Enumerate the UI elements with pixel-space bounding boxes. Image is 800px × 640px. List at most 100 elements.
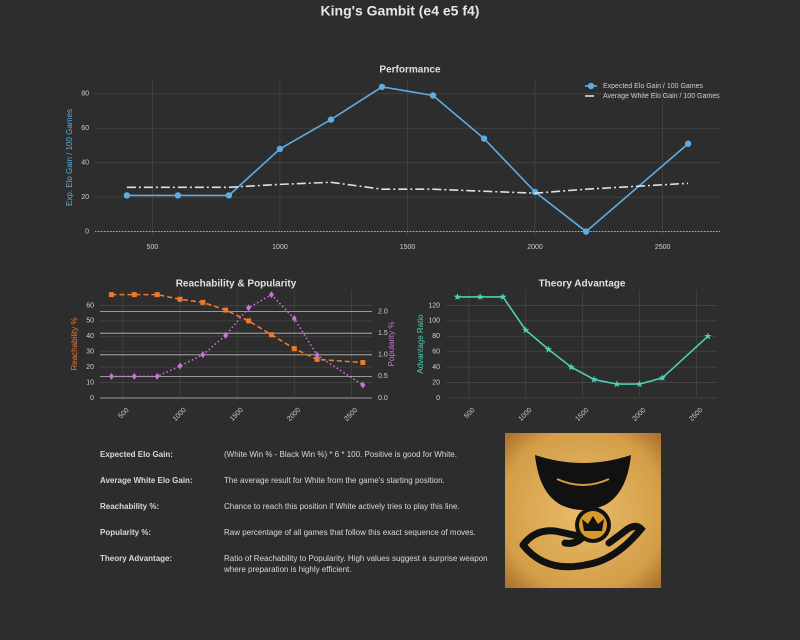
marker [378,83,386,91]
icon-smile [556,478,610,486]
marker [200,351,206,359]
marker [613,380,621,388]
marker [131,372,137,380]
x-tick-label: 2500 [655,244,671,251]
x-tick-label: 1000 [272,244,288,251]
legend-label: Expected Elo Gain / 100 Games [603,83,703,90]
marker [246,318,252,324]
x-tick-label: 500 [463,407,476,420]
definition-text: (White Win % - Black Win %) * 6 * 100. P… [224,450,457,459]
marker [108,372,114,380]
opening-icon [505,433,661,588]
marker [476,293,484,301]
y-tick-label: 100 [428,318,440,325]
y-tick-label: 60 [432,349,440,356]
y-axis-label: Exp. Elo Gain / 100 Games [65,109,74,206]
x-tick-label: 1500 [229,407,245,423]
definition-text: Ratio of Reachability to Popularity. Hig… [224,554,488,574]
y-tick-label: 10 [86,379,94,386]
marker [587,82,595,90]
marker [268,291,274,299]
definition-term: Average White Elo Gain: [100,476,193,485]
definition-text: Raw percentage of all games that follow … [224,528,476,537]
marker [582,228,590,235]
marker [453,293,461,301]
y-tick-label: 0 [436,395,440,402]
y-tick-label: 40 [81,160,89,167]
marker [499,293,507,301]
y-tick-label: 40 [432,364,440,371]
marker [291,346,297,352]
y2-tick-label: 0.5 [378,373,388,380]
chart-title: Performance [379,65,441,76]
legend-label: Average White Elo Gain / 100 Games [603,93,720,100]
page-title: King's Gambit (e4 e5 f4) [321,3,480,19]
y-tick-label: 0 [90,395,94,402]
marker [658,374,666,382]
definition-text: The average result for White from the ga… [224,476,445,485]
series-line [126,181,689,194]
y-axis-label: Advantage Ratio [416,314,425,374]
marker [177,362,183,370]
x-tick-label: 500 [117,407,130,420]
marker [704,332,712,340]
marker [174,192,182,199]
marker [360,381,366,389]
x-tick-label: 2500 [343,407,359,423]
marker [480,135,488,142]
y-tick-label: 40 [86,333,94,340]
y-tick-label: 60 [81,125,89,132]
y2-tick-label: 1.0 [378,352,388,359]
icon-mask [535,455,631,510]
x-tick-label: 2000 [286,407,302,423]
icon-hand [519,522,646,571]
marker [567,363,575,371]
y-axis-label: Reachability % [70,318,79,371]
marker [314,356,320,362]
marker [200,299,206,305]
y2-axis-label: Popularity % [387,322,396,367]
definition-term: Theory Advantage: [100,554,173,563]
y-tick-label: 20 [432,379,440,386]
marker [684,140,692,147]
marker [531,188,539,196]
chart-title: Theory Advantage [539,279,626,290]
marker [154,372,160,380]
y-tick-label: 0 [85,228,89,235]
definition-term: Reachability %: [100,502,160,511]
marker [123,192,131,199]
marker [291,315,297,323]
marker [131,292,137,298]
marker [635,380,644,388]
x-tick-label: 1500 [575,407,591,423]
icon-crown [582,516,604,531]
y2-tick-label: 2.0 [378,308,388,315]
marker [223,307,229,313]
x-tick-label: 2000 [527,244,543,251]
marker [327,116,335,123]
marker [268,332,274,338]
y-tick-label: 80 [81,91,89,98]
marker [154,292,160,298]
marker [108,292,114,298]
definition-term: Popularity %: [100,528,152,537]
marker [314,351,320,359]
marker [360,360,366,366]
x-tick-label: 500 [147,244,159,251]
y-tick-label: 20 [81,194,89,201]
marker [590,375,598,383]
marker [223,331,229,339]
y-tick-label: 50 [86,318,94,325]
y-tick-label: 30 [86,349,94,356]
marker [429,92,437,99]
x-tick-label: 2000 [631,407,647,423]
chart-title: Reachability & Popularity [176,279,297,290]
marker [177,296,183,302]
definition-term: Expected Elo Gain: [100,450,173,459]
y-tick-label: 20 [86,364,94,371]
marker [246,304,252,312]
marker [225,192,233,199]
marker [276,145,284,153]
